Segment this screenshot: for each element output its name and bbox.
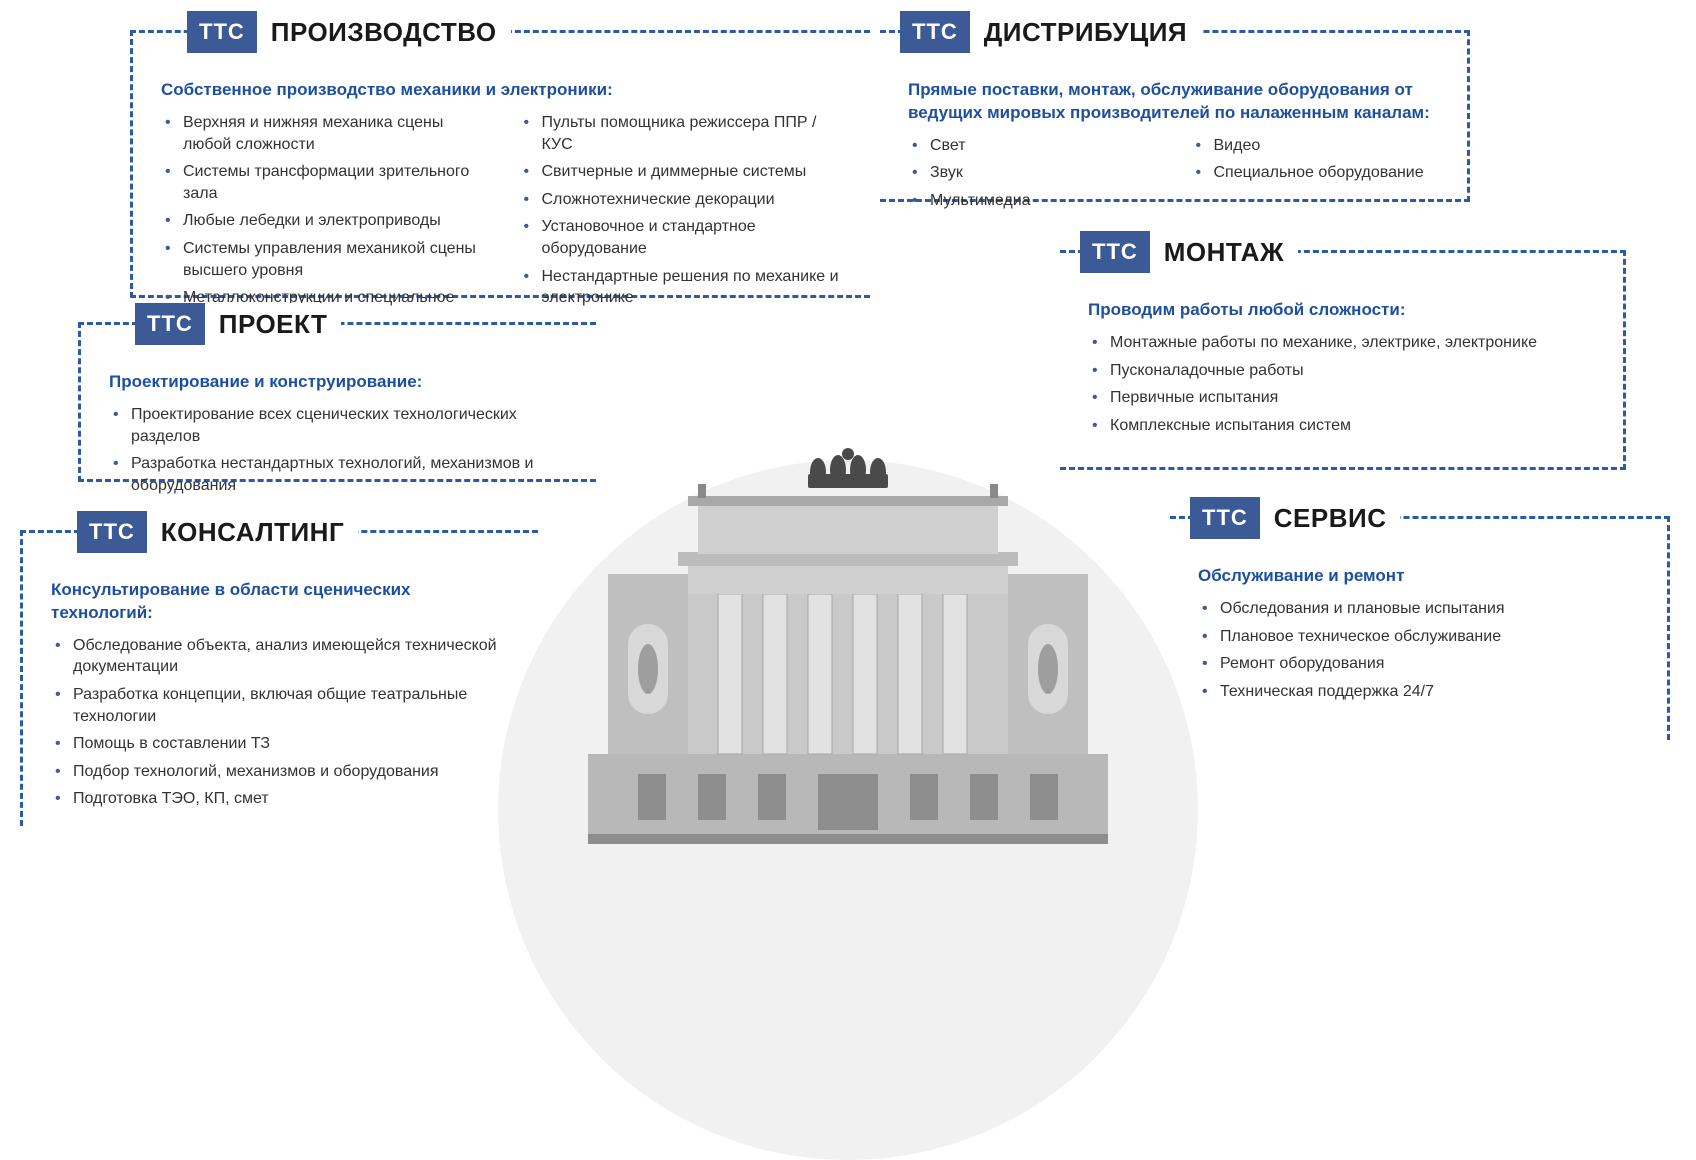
list-item: Установочное и стандартное оборудование [520,216,843,259]
card-subtitle: Проводим работы любой сложности: [1088,299,1595,322]
card-subtitle: Консультирование в области сценических т… [51,579,510,625]
list-item: Системы управления механикой сцены высше… [161,238,484,281]
card-header: ТТС СЕРВИС [1190,497,1400,539]
card-subtitle: Прямые поставки, монтаж, обслуживание об… [908,79,1439,125]
card-subtitle: Проектирование и конструирование: [109,371,568,394]
list-item: Подбор технологий, механизмов и оборудов… [51,761,510,783]
card-project: ТТС ПРОЕКТ Проектирование и конструирова… [78,322,596,482]
card-title: ДИСТРИБУЦИЯ [984,17,1187,48]
list: Монтажные работы по механике, электрике,… [1088,332,1595,436]
list-item: Свет [908,135,1156,157]
list-item: Любые лебедки и электроприводы [161,210,484,232]
list-item: Системы трансформации зрительного зала [161,161,484,204]
list-item: Обследование объекта, анализ имеющейся т… [51,635,510,678]
list-item: Обследования и плановые испытания [1198,598,1639,620]
card-service: ТТС СЕРВИС Обслуживание и ремонт Обследо… [1170,516,1670,740]
card-header: ТТС ПРОИЗВОДСТВО [187,11,511,53]
list-item: Первичные испытания [1088,387,1595,409]
ttc-badge: ТТС [1190,497,1260,539]
list-item: Разработка концепции, включая общие теат… [51,684,510,727]
list: Проектирование всех сценических технолог… [109,404,568,496]
list-item: Сложнотехнические декорации [520,189,843,211]
list-item: Пусконаладочные работы [1088,360,1595,382]
ttc-badge: ТТС [187,11,257,53]
card-header: ТТС МОНТАЖ [1080,231,1298,273]
list-col2: Видео Специальное оборудование [1192,135,1440,184]
list-item: Специальное оборудование [1192,162,1440,184]
ttc-badge: ТТС [77,511,147,553]
list-item: Разработка нестандартных технологий, мех… [109,453,568,496]
card-subtitle: Собственное производство механики и элек… [161,79,842,102]
ttc-badge: ТТС [1080,231,1150,273]
list-item: Видео [1192,135,1440,157]
card-header: ТТС ПРОЕКТ [135,303,341,345]
list-item: Верхняя и нижняя механика сцены любой сл… [161,112,484,155]
list-item: Ремонт оборудования [1198,653,1639,675]
ttc-badge: ТТС [900,11,970,53]
card-title: МОНТАЖ [1164,237,1284,268]
list-item: Подготовка ТЭО, КП, смет [51,788,510,810]
list-col1: Свет Звук Мультимедиа [908,135,1156,212]
ttc-badge: ТТС [135,303,205,345]
list-item: Свитчерные и диммерные системы [520,161,843,183]
card-production: ТТС ПРОИЗВОДСТВО Собственное производств… [130,30,870,298]
building-illustration [568,424,1128,844]
card-title: ПРОИЗВОДСТВО [271,17,497,48]
list-item: Звук [908,162,1156,184]
list-item: Мультимедиа [908,190,1156,212]
card-consulting: ТТС КОНСАЛТИНГ Консультирование в област… [20,530,538,826]
list-item: Нестандартные решения по механике и элек… [520,266,843,309]
card-subtitle: Обслуживание и ремонт [1198,565,1639,588]
list: Обследование объекта, анализ имеющейся т… [51,635,510,810]
card-montage: ТТС МОНТАЖ Проводим работы любой сложнос… [1060,250,1626,470]
list-item: Плановое техническое обслуживание [1198,626,1639,648]
list-col2: Пульты помощника режиссера ППР / КУС Свит… [520,112,843,309]
list-item: Проектирование всех сценических технолог… [109,404,568,447]
list-item: Пульты помощника режиссера ППР / КУС [520,112,843,155]
list-item: Монтажные работы по механике, электрике,… [1088,332,1595,354]
list-item: Помощь в составлении ТЗ [51,733,510,755]
list-item: Комплексные испытания систем [1088,415,1595,437]
list-col1: Верхняя и нижняя механика сцены любой сл… [161,112,484,330]
list: Обследования и плановые испытания Планово… [1198,598,1639,702]
card-header: ТТС КОНСАЛТИНГ [77,511,358,553]
list-item: Техническая поддержка 24/7 [1198,681,1639,703]
card-distribution: ТТС ДИСТРИБУЦИЯ Прямые поставки, монтаж,… [880,30,1470,202]
card-title: КОНСАЛТИНГ [161,517,344,548]
card-title: СЕРВИС [1274,503,1387,534]
card-header: ТТС ДИСТРИБУЦИЯ [900,11,1201,53]
card-title: ПРОЕКТ [219,309,328,340]
